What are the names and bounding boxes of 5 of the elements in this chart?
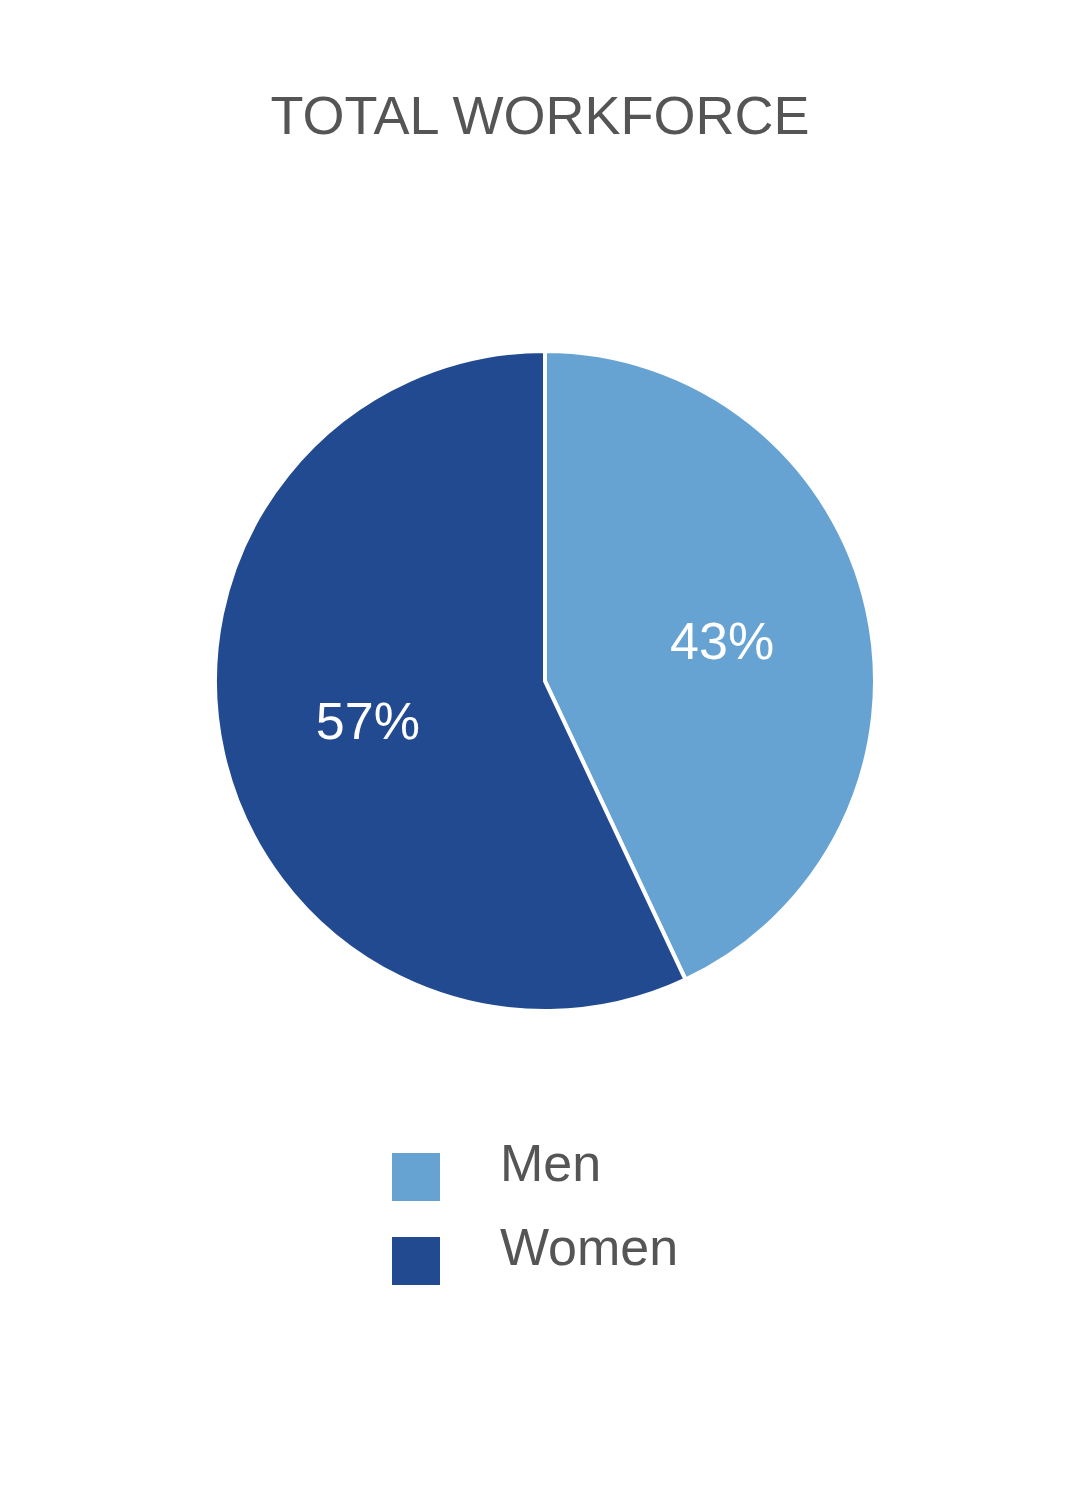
legend-label: Women xyxy=(499,1218,679,1276)
chart-title: TOTAL WORKFORCE xyxy=(269,84,811,147)
data-label: 43% xyxy=(670,612,775,671)
legend-label: Men xyxy=(499,1134,602,1192)
data-label: 57% xyxy=(315,691,420,750)
